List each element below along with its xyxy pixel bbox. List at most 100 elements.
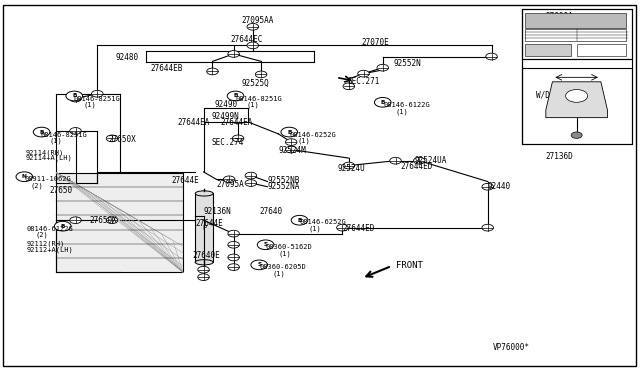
Text: 08911-1062G: 08911-1062G xyxy=(24,176,71,182)
Text: 92552NA: 92552NA xyxy=(268,182,300,191)
Circle shape xyxy=(566,90,588,102)
Circle shape xyxy=(291,215,308,225)
Circle shape xyxy=(337,224,348,231)
Circle shape xyxy=(245,180,257,186)
Text: 27644E: 27644E xyxy=(172,176,199,185)
Text: 08360-6205D: 08360-6205D xyxy=(259,264,306,270)
Text: B: B xyxy=(298,218,301,223)
Text: 92552N: 92552N xyxy=(394,59,421,68)
Ellipse shape xyxy=(195,260,213,265)
Circle shape xyxy=(223,176,235,183)
Circle shape xyxy=(198,266,209,273)
Bar xyxy=(522,9,632,144)
Text: 92490: 92490 xyxy=(214,100,237,109)
Circle shape xyxy=(232,135,244,142)
Text: 08146-8251G: 08146-8251G xyxy=(40,132,87,138)
Bar xyxy=(195,193,213,262)
Circle shape xyxy=(482,224,493,231)
Circle shape xyxy=(281,127,298,137)
Bar xyxy=(525,29,626,41)
Text: 27640: 27640 xyxy=(259,207,282,216)
Circle shape xyxy=(285,146,297,153)
Text: VP76000*: VP76000* xyxy=(493,343,530,352)
Circle shape xyxy=(343,162,355,169)
Text: 27650X: 27650X xyxy=(109,135,136,144)
Text: 92440: 92440 xyxy=(488,182,511,191)
Circle shape xyxy=(255,71,267,78)
Circle shape xyxy=(377,64,388,71)
Circle shape xyxy=(390,157,401,164)
Circle shape xyxy=(228,51,239,57)
Bar xyxy=(525,13,626,28)
Circle shape xyxy=(358,70,369,77)
Text: SEC.271: SEC.271 xyxy=(348,77,380,86)
Text: 27000A: 27000A xyxy=(545,12,573,21)
Circle shape xyxy=(257,240,274,250)
Circle shape xyxy=(228,230,239,237)
Circle shape xyxy=(106,217,118,224)
Text: 27644EA: 27644EA xyxy=(178,118,211,126)
Text: 08146-6252G: 08146-6252G xyxy=(289,132,336,138)
Text: 08146-6122G: 08146-6122G xyxy=(27,226,74,232)
Text: (2): (2) xyxy=(35,232,48,238)
Text: 27644ED: 27644ED xyxy=(342,224,375,233)
Circle shape xyxy=(228,254,239,261)
Circle shape xyxy=(198,274,209,280)
Circle shape xyxy=(207,68,218,75)
Bar xyxy=(525,44,571,56)
Text: 92112(RH): 92112(RH) xyxy=(27,240,65,247)
Text: (1): (1) xyxy=(308,225,321,232)
Text: (1): (1) xyxy=(246,102,259,108)
Text: (1): (1) xyxy=(396,108,408,115)
Text: (1): (1) xyxy=(272,270,285,277)
Circle shape xyxy=(106,135,118,142)
Text: 27650: 27650 xyxy=(50,186,73,195)
Circle shape xyxy=(486,53,497,60)
Circle shape xyxy=(16,172,33,182)
Text: 92480: 92480 xyxy=(115,53,138,62)
Text: N: N xyxy=(22,174,27,179)
Text: (1): (1) xyxy=(278,250,291,257)
Bar xyxy=(56,173,183,272)
Circle shape xyxy=(70,217,81,224)
Text: 92136N: 92136N xyxy=(204,207,231,216)
Text: 27644EB: 27644EB xyxy=(150,64,183,73)
Text: S: S xyxy=(257,262,261,267)
Text: 27640E: 27640E xyxy=(192,251,220,260)
Text: (1): (1) xyxy=(50,137,63,144)
Circle shape xyxy=(92,90,103,97)
Circle shape xyxy=(33,127,50,137)
Circle shape xyxy=(54,221,71,231)
Ellipse shape xyxy=(195,191,213,196)
Bar xyxy=(522,68,632,144)
Text: 08146-8251G: 08146-8251G xyxy=(236,96,282,102)
Circle shape xyxy=(413,157,425,164)
Text: 27095AA: 27095AA xyxy=(242,16,275,25)
Bar xyxy=(522,9,632,59)
Text: (1): (1) xyxy=(298,137,310,144)
Text: 27095A: 27095A xyxy=(216,180,244,189)
Text: 92499N: 92499N xyxy=(211,112,239,121)
Text: P: P xyxy=(202,225,206,231)
Text: (2): (2) xyxy=(31,182,44,189)
Text: 92524M: 92524M xyxy=(278,146,306,155)
Circle shape xyxy=(571,132,582,138)
Circle shape xyxy=(228,241,239,248)
Text: 08146-8251G: 08146-8251G xyxy=(74,96,120,102)
Circle shape xyxy=(70,95,81,102)
Text: S: S xyxy=(264,242,268,247)
Circle shape xyxy=(70,128,81,134)
Text: IS: IS xyxy=(552,103,561,112)
Text: SEC.274: SEC.274 xyxy=(211,138,244,147)
Text: B: B xyxy=(381,100,385,105)
Text: 08146-6252G: 08146-6252G xyxy=(300,219,346,225)
Text: (1): (1) xyxy=(83,102,96,108)
Text: W/D A/C: W/D A/C xyxy=(536,90,569,99)
Circle shape xyxy=(374,97,391,107)
Text: 08360-5162D: 08360-5162D xyxy=(266,244,312,250)
Circle shape xyxy=(247,23,259,30)
Text: 92114(RH): 92114(RH) xyxy=(26,149,64,156)
Circle shape xyxy=(285,139,297,145)
Text: 27644ED: 27644ED xyxy=(400,162,433,171)
Text: 92525Q: 92525Q xyxy=(242,79,269,88)
